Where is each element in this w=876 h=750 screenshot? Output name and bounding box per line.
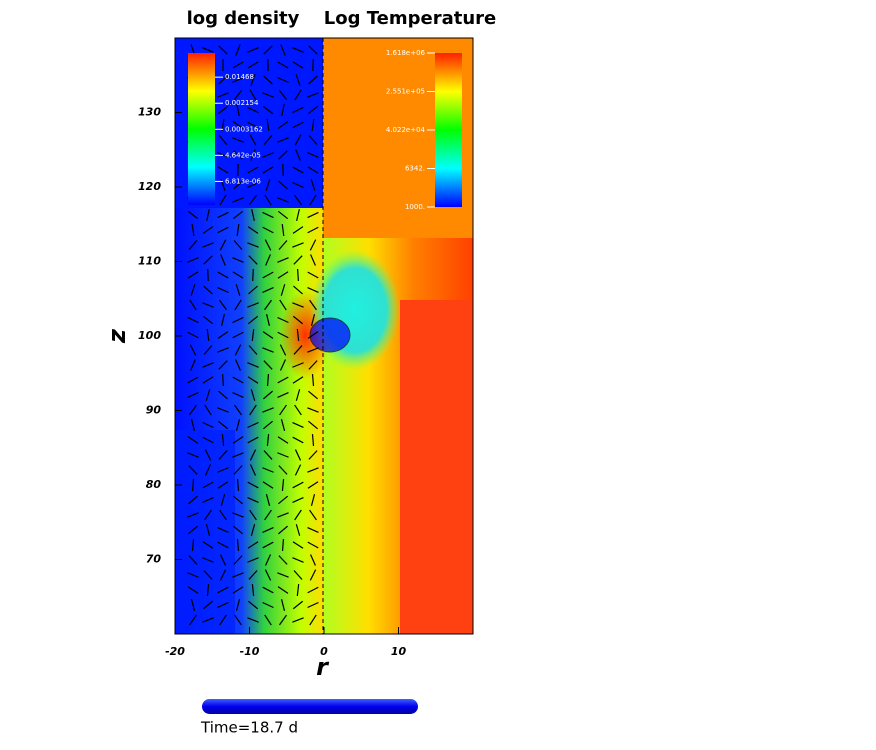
colorbar-tick-label: 6.813e-06 xyxy=(225,177,261,185)
colorbar-tick-label: 0.01468 xyxy=(225,73,254,81)
density-colorbar xyxy=(188,53,215,205)
x-tick-label: -20 xyxy=(165,645,185,658)
colorbar-tick-label: 0.002154 xyxy=(225,99,259,107)
arrow xyxy=(208,269,209,281)
colorbar-tick-label: 1.618e+06 xyxy=(386,49,426,57)
field xyxy=(175,38,473,634)
arrow xyxy=(253,269,254,281)
y-tick-label: 70 xyxy=(146,553,162,566)
arrow xyxy=(298,269,299,281)
y-tick-label: 100 xyxy=(138,329,161,342)
time-bar xyxy=(202,699,418,714)
x-tick-label: 0 xyxy=(320,645,328,658)
y-tick-label: 80 xyxy=(146,478,162,491)
colorbar-tick-label: 1000. xyxy=(405,203,425,211)
arrow xyxy=(283,164,284,176)
colorbar-tick-label: 4.642e-05 xyxy=(225,151,261,159)
y-tick-label: 120 xyxy=(138,180,161,193)
y-tick-label: 110 xyxy=(138,255,161,268)
colorbar-tick-label: 2.551e+05 xyxy=(386,88,425,96)
arrow xyxy=(223,374,224,386)
y-tick-label: 90 xyxy=(146,404,162,417)
time-label: Time=18.7 d xyxy=(200,719,298,737)
y-tick-label: 130 xyxy=(138,106,161,119)
x-tick-label: -10 xyxy=(240,645,260,658)
y-axis-label: z xyxy=(103,328,131,344)
panel-title: Log Temperature xyxy=(324,8,496,29)
colorbar-tick-label: 6342. xyxy=(405,165,425,173)
x-tick-label: 10 xyxy=(391,645,407,658)
colorbar-tick-label: 0.0003162 xyxy=(225,125,263,133)
panel-title: log density xyxy=(187,8,300,29)
colorbar-tick-label: 4.022e+04 xyxy=(386,126,426,134)
temperature-colorbar xyxy=(435,53,462,207)
